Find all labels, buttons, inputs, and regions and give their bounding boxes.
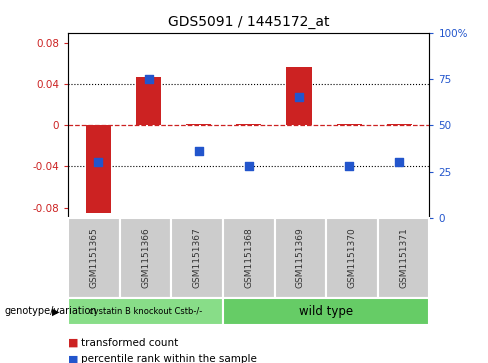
Text: ■: ■	[68, 354, 79, 363]
Text: ▶: ▶	[52, 306, 60, 316]
Bar	[236, 124, 262, 125]
Text: cystatin B knockout Cstb-/-: cystatin B knockout Cstb-/-	[89, 307, 203, 316]
Text: GSM1151365: GSM1151365	[90, 227, 99, 288]
Bar	[86, 125, 111, 213]
Point	[395, 159, 403, 165]
Bar	[337, 124, 362, 125]
Point	[245, 163, 253, 169]
Text: GSM1151366: GSM1151366	[141, 227, 150, 288]
Bar	[136, 77, 161, 125]
Text: GSM1151369: GSM1151369	[296, 227, 305, 288]
Bar	[286, 67, 311, 125]
Point	[346, 163, 353, 169]
Bar	[387, 124, 412, 125]
Bar	[186, 124, 211, 125]
Text: GSM1151370: GSM1151370	[347, 227, 357, 288]
Text: GSM1151367: GSM1151367	[193, 227, 202, 288]
Text: percentile rank within the sample: percentile rank within the sample	[81, 354, 256, 363]
Text: transformed count: transformed count	[81, 338, 178, 348]
Text: wild type: wild type	[299, 305, 353, 318]
Point	[195, 148, 203, 154]
Text: ■: ■	[68, 338, 79, 348]
Point	[295, 95, 303, 101]
Text: GSM1151368: GSM1151368	[244, 227, 253, 288]
Text: GSM1151371: GSM1151371	[399, 227, 408, 288]
Point	[144, 76, 152, 82]
Title: GDS5091 / 1445172_at: GDS5091 / 1445172_at	[168, 15, 329, 29]
Point	[95, 159, 102, 165]
Text: genotype/variation: genotype/variation	[5, 306, 98, 316]
